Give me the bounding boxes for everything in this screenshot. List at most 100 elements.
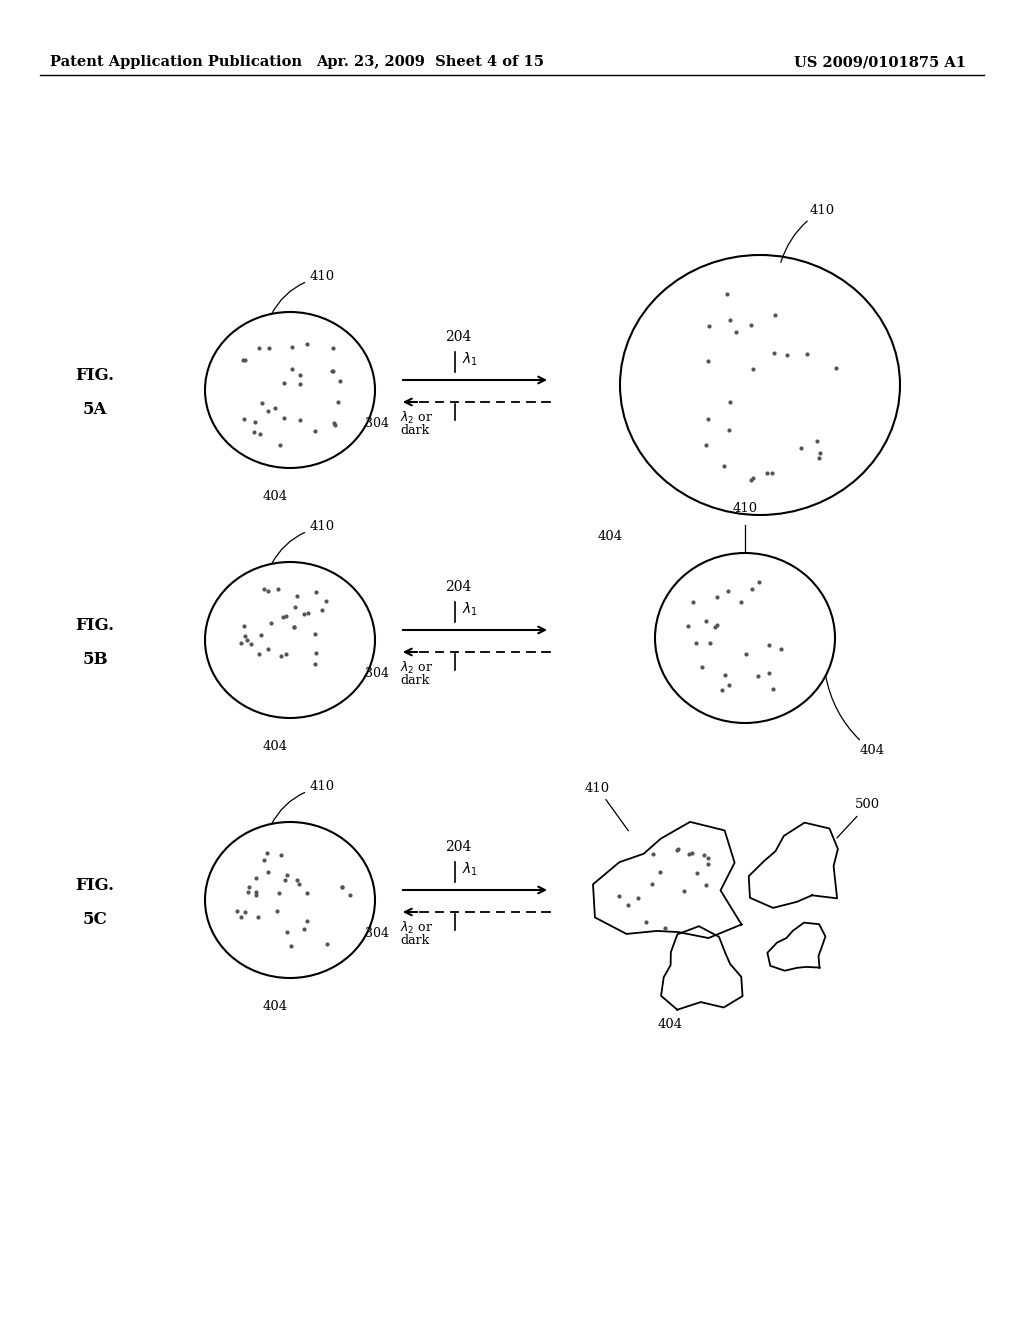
Point — [707, 616, 723, 638]
Point — [248, 884, 264, 906]
Text: 410: 410 — [271, 780, 335, 825]
Point — [773, 639, 790, 660]
Text: 204: 204 — [445, 840, 471, 854]
Point — [274, 606, 291, 627]
Text: 410: 410 — [271, 271, 335, 314]
Point — [342, 884, 358, 906]
Point — [778, 345, 795, 366]
Point — [670, 838, 686, 859]
Point — [656, 917, 673, 939]
Point — [300, 602, 316, 623]
Point — [237, 626, 253, 647]
Text: 404: 404 — [657, 1019, 683, 1031]
Point — [620, 895, 636, 916]
Point — [645, 843, 662, 865]
Point — [286, 616, 302, 638]
Point — [260, 581, 276, 602]
Point — [812, 442, 828, 463]
Text: 410: 410 — [271, 520, 335, 565]
Point — [681, 843, 697, 865]
Point — [697, 875, 714, 896]
Text: $\lambda_1$: $\lambda_1$ — [462, 861, 478, 878]
Point — [287, 597, 303, 618]
Point — [296, 603, 312, 624]
Text: $\lambda_2$ or: $\lambda_2$ or — [400, 920, 433, 936]
Point — [761, 635, 777, 656]
Point — [251, 643, 267, 664]
Point — [722, 309, 738, 330]
Point — [259, 639, 275, 660]
Text: dark: dark — [400, 424, 429, 437]
Text: FIG.: FIG. — [76, 876, 115, 894]
Point — [669, 840, 685, 861]
Point — [811, 447, 827, 469]
Text: FIG.: FIG. — [76, 616, 115, 634]
Point — [680, 616, 696, 638]
Point — [289, 870, 305, 891]
Text: 5B: 5B — [82, 652, 108, 668]
Point — [745, 358, 762, 379]
Point — [630, 888, 646, 909]
Point — [259, 861, 275, 882]
Point — [278, 606, 294, 627]
Point — [318, 933, 335, 954]
Point — [270, 578, 287, 599]
Point — [236, 615, 252, 636]
Point — [307, 581, 324, 602]
Point — [291, 874, 307, 895]
Point — [251, 338, 267, 359]
Point — [237, 350, 253, 371]
Point — [270, 883, 287, 904]
Point — [761, 663, 777, 684]
Point — [272, 645, 289, 667]
Point — [334, 876, 350, 898]
Text: dark: dark — [400, 675, 429, 686]
Point — [278, 643, 294, 664]
Text: $\lambda_2$ or: $\lambda_2$ or — [400, 411, 433, 426]
Text: 304: 304 — [365, 927, 389, 940]
Text: US 2009/0101875 A1: US 2009/0101875 A1 — [794, 55, 966, 69]
Point — [253, 624, 269, 645]
Text: $\lambda_1$: $\lambda_1$ — [462, 351, 478, 368]
Point — [266, 397, 283, 418]
Point — [700, 351, 717, 372]
Point — [248, 880, 264, 902]
Point — [332, 371, 348, 392]
Text: 304: 304 — [365, 417, 389, 430]
Point — [313, 599, 330, 620]
Text: Patent Application Publication: Patent Application Publication — [50, 55, 302, 69]
Point — [695, 843, 712, 865]
Point — [268, 900, 285, 921]
Point — [249, 907, 265, 928]
Point — [759, 463, 775, 484]
Point — [272, 434, 289, 455]
Point — [808, 430, 824, 451]
Point — [228, 900, 245, 921]
Point — [737, 644, 754, 665]
Point — [716, 455, 732, 477]
Point — [248, 869, 264, 890]
Text: 410: 410 — [732, 502, 758, 515]
Text: 404: 404 — [262, 999, 288, 1012]
Text: 304: 304 — [365, 667, 389, 680]
Point — [717, 664, 733, 685]
Point — [700, 854, 717, 875]
Point — [299, 911, 315, 932]
Point — [652, 861, 669, 882]
Text: 5A: 5A — [83, 401, 108, 418]
Text: 204: 204 — [445, 579, 471, 594]
Point — [326, 360, 342, 381]
Point — [232, 632, 249, 653]
Point — [273, 845, 290, 866]
Point — [743, 578, 760, 599]
Point — [325, 338, 341, 359]
Point — [325, 360, 341, 381]
Point — [252, 422, 268, 444]
Point — [742, 315, 759, 337]
Point — [721, 420, 737, 441]
Point — [240, 882, 256, 903]
Text: Apr. 23, 2009  Sheet 4 of 15: Apr. 23, 2009 Sheet 4 of 15 — [316, 55, 544, 69]
Point — [308, 643, 325, 664]
Point — [236, 409, 252, 430]
Point — [280, 921, 296, 942]
